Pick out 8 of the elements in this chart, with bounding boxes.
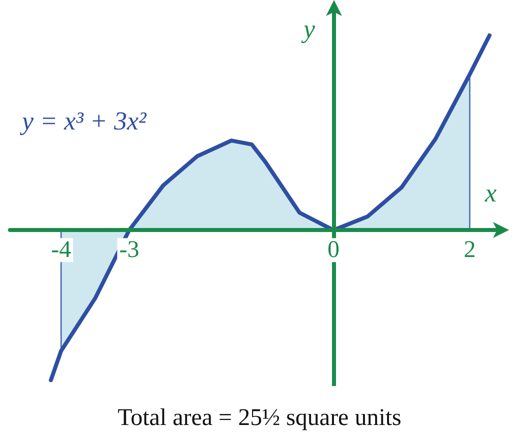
x-tick-label: -4 (51, 237, 72, 264)
x-axis-title: x (484, 178, 497, 208)
x-tick-label: 2 (464, 237, 476, 264)
y-axis-title: y (300, 14, 316, 44)
x-tick-label: -3 (119, 237, 140, 264)
text: Total area = 25½ square units (118, 405, 402, 431)
annotation: y = x³ + 3x² (19, 106, 148, 136)
x-tick-label: 0 (328, 237, 340, 264)
